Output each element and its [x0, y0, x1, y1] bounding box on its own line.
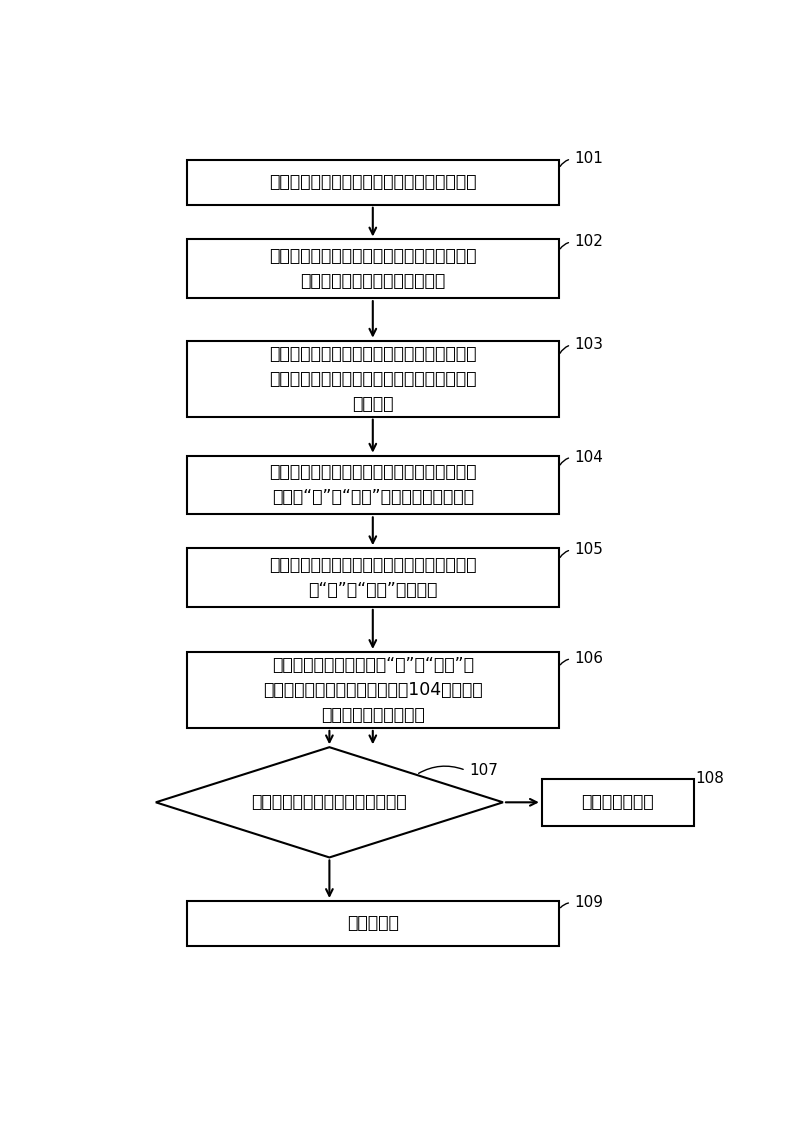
- Text: 对受测者提问所欲测谎的问题且受测者只能回
答“是”或“不是”其中之一: 对受测者提问所欲测谎的问题且受测者只能回 答“是”或“不是”其中之一: [269, 556, 477, 599]
- Text: 103: 103: [574, 337, 603, 353]
- Text: 105: 105: [574, 542, 603, 557]
- Text: 104: 104: [574, 450, 603, 465]
- Text: 利用近红外线脑血流量分析仪建立受测者在诚
实回答“是”与“不是”的大脑皮质活跃信息: 利用近红外线脑血流量分析仪建立受测者在诚 实回答“是”与“不是”的大脑皮质活跃信…: [269, 464, 477, 506]
- Text: 利用近红外线脑血流量分析仪对受测者进行大
脑基本检测以分析在未回答问题前的大脑皮质
活跃信息: 利用近红外线脑血流量分析仪对受测者进行大 脑基本检测以分析在未回答问题前的大脑皮…: [269, 345, 477, 412]
- FancyBboxPatch shape: [187, 456, 558, 514]
- Text: 106: 106: [574, 651, 603, 666]
- FancyBboxPatch shape: [187, 548, 558, 606]
- FancyBboxPatch shape: [187, 901, 558, 946]
- Text: 101: 101: [574, 152, 603, 166]
- Text: 根据比对结果判定受测者是否说谎: 根据比对结果判定受测者是否说谎: [251, 793, 407, 811]
- FancyBboxPatch shape: [187, 239, 558, 299]
- Text: 107: 107: [469, 763, 498, 778]
- Text: 受测者没有说谎: 受测者没有说谎: [582, 793, 654, 811]
- Polygon shape: [156, 747, 503, 858]
- Text: 109: 109: [574, 895, 603, 910]
- Text: 108: 108: [695, 770, 724, 786]
- Text: 将受测者对测谎问题回答“是”或“不是”其
中之一大脑皮质活跃信息与步骤104建立的大
脑皮质活跃信息作比对: 将受测者对测谎问题回答“是”或“不是”其 中之一大脑皮质活跃信息与步骤104建立…: [263, 656, 482, 724]
- FancyBboxPatch shape: [187, 340, 558, 417]
- FancyBboxPatch shape: [187, 159, 558, 204]
- Text: 受测者说谎: 受测者说谎: [347, 914, 398, 932]
- FancyBboxPatch shape: [187, 651, 558, 728]
- Text: 102: 102: [574, 235, 603, 249]
- Text: 收集受测者正确基本资料与设计要测谎的问题: 收集受测者正确基本资料与设计要测谎的问题: [269, 173, 477, 191]
- Text: 提供近红外线脑血流量分析仪并佩戴于受测者
的头部并确认受测者为放松状态: 提供近红外线脑血流量分析仪并佩戴于受测者 的头部并确认受测者为放松状态: [269, 247, 477, 290]
- FancyBboxPatch shape: [542, 778, 694, 827]
